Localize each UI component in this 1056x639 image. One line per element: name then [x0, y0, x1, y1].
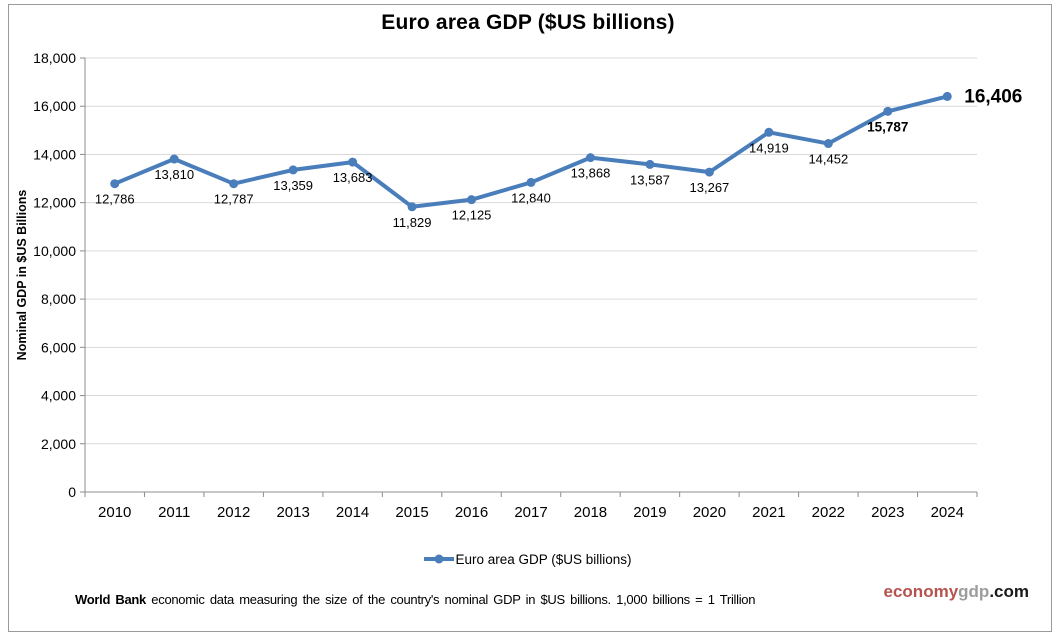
x-tick-label: 2013	[276, 504, 309, 521]
data-label: 14,452	[808, 152, 848, 167]
y-tick-label: 16,000	[33, 98, 76, 114]
data-point	[407, 202, 417, 212]
source-note-bold: World Bank	[75, 592, 146, 607]
x-tick-label: 2020	[693, 504, 726, 521]
legend-line-marker-icon	[424, 554, 455, 564]
data-point	[823, 139, 833, 149]
x-tick-label: 2017	[514, 504, 547, 521]
data-point	[942, 91, 952, 101]
data-label: 12,787	[214, 192, 254, 207]
x-tick-label: 2023	[871, 504, 904, 521]
data-point	[288, 165, 298, 175]
data-point	[883, 106, 893, 116]
x-tick-label: 2015	[395, 504, 428, 521]
data-label: 13,810	[154, 167, 194, 182]
data-point	[169, 154, 179, 164]
data-label: 15,787	[867, 119, 908, 134]
data-point	[764, 127, 774, 137]
data-label: 13,683	[333, 170, 373, 185]
y-tick-label: 4,000	[41, 388, 76, 404]
y-tick-label: 10,000	[33, 243, 76, 259]
data-point	[526, 177, 536, 187]
data-label: 14,919	[749, 140, 789, 155]
data-label-callout: 16,406	[964, 86, 1022, 107]
y-tick-label: 12,000	[33, 195, 76, 211]
data-label: 13,359	[273, 178, 313, 193]
y-tick-label: 8,000	[41, 291, 76, 307]
x-tick-label: 2014	[336, 504, 369, 521]
data-point	[645, 159, 655, 169]
legend-dot-icon	[434, 554, 444, 564]
data-point	[348, 157, 358, 167]
x-tick-label: 2012	[217, 504, 250, 521]
data-label: 13,868	[571, 166, 611, 181]
brand-economy: economy	[883, 582, 959, 601]
data-point	[585, 153, 595, 163]
data-point	[467, 195, 477, 205]
data-point	[110, 179, 120, 189]
data-label: 11,829	[393, 215, 432, 230]
brand-com: .com	[989, 582, 1029, 601]
y-tick-label: 0	[68, 484, 76, 500]
x-tick-label: 2010	[98, 504, 131, 521]
data-point	[229, 179, 239, 189]
x-tick-label: 2018	[574, 504, 607, 521]
legend: Euro area GDP ($US billions)	[0, 550, 1056, 568]
brand-gdp: gdp	[958, 582, 990, 601]
x-tick-label: 2011	[158, 504, 190, 521]
data-label: 12,125	[452, 208, 492, 223]
x-tick-label: 2021	[752, 504, 785, 521]
y-tick-label: 14,000	[33, 146, 76, 162]
data-label: 12,786	[95, 192, 135, 207]
data-point	[704, 167, 714, 177]
legend-label: Euro area GDP ($US billions)	[455, 551, 632, 567]
y-tick-label: 2,000	[41, 436, 76, 452]
data-label: 13,587	[630, 172, 670, 187]
x-tick-label: 2016	[455, 504, 488, 521]
x-tick-label: 2022	[812, 504, 845, 521]
chart-title: Euro area GDP ($US billions)	[381, 11, 675, 34]
x-tick-label: 2024	[931, 504, 964, 521]
source-note: World Bank economic data measuring the s…	[75, 592, 755, 607]
y-tick-label: 18,000	[33, 50, 76, 66]
data-label: 12,840	[511, 190, 551, 205]
x-tick-label: 2019	[633, 504, 666, 521]
source-note-text: economic data measuring the size of the …	[146, 592, 756, 607]
y-tick-label: 6,000	[41, 339, 76, 355]
brand-watermark: economygdp.com	[884, 582, 1029, 602]
data-label: 13,267	[690, 180, 730, 195]
